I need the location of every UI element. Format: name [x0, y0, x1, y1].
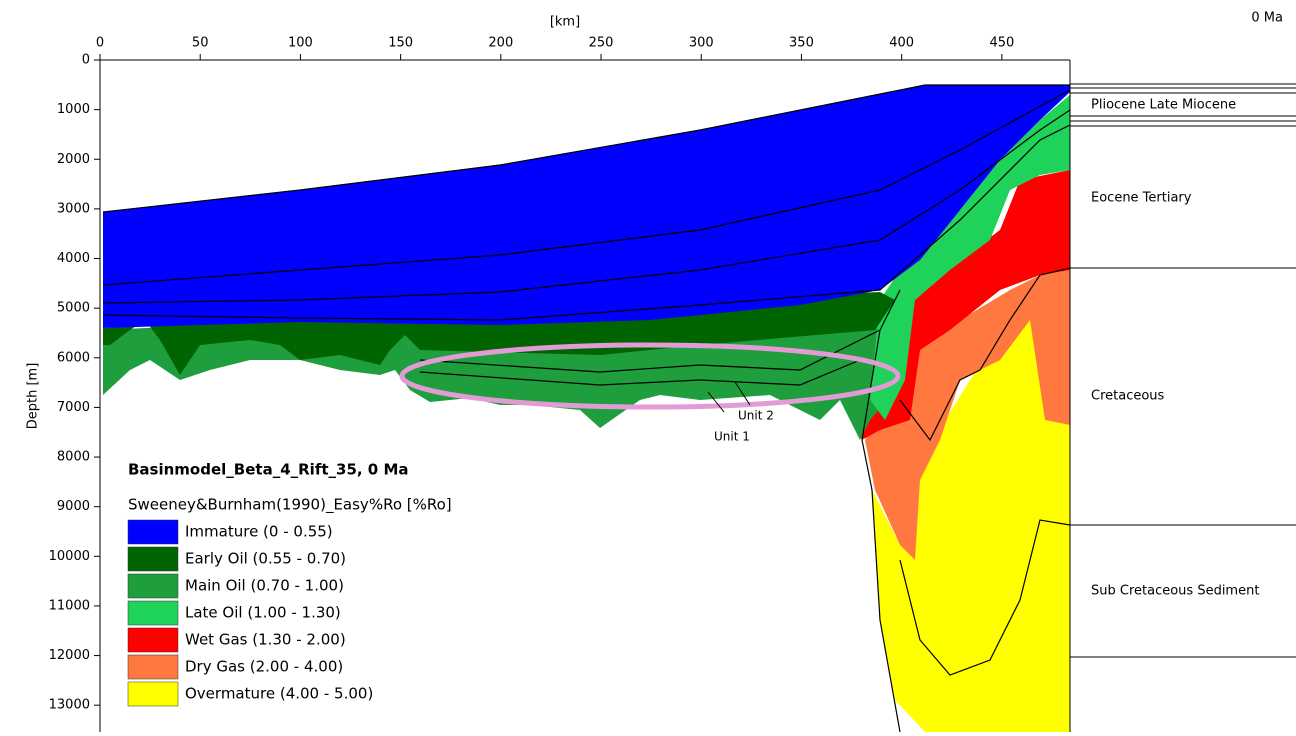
legend-swatch: [128, 628, 178, 652]
y-axis-label: Depth [m]: [26, 363, 41, 430]
layer-label: Cretaceous: [1091, 389, 1165, 404]
layer-panel: Pliocene Late Miocene Eocene Tertiary Cr…: [1070, 84, 1296, 657]
legend-label: Overmature (4.00 - 5.00): [185, 685, 373, 703]
y-tick-label: 9000: [57, 499, 90, 514]
legend-swatch: [128, 547, 178, 571]
y-tick-label: 13000: [49, 698, 90, 713]
x-tick-label: 350: [789, 36, 814, 51]
y-tick-label: 4000: [57, 251, 90, 266]
x-tick-label: 0: [96, 36, 104, 51]
legend-title: Basinmodel_Beta_4_Rift_35, 0 Ma: [128, 461, 409, 479]
x-axis-label: [km]: [550, 15, 580, 30]
legend-label: Dry Gas (2.00 - 4.00): [185, 658, 343, 676]
y-tick-label: 11000: [49, 598, 90, 613]
x-tick-label: 400: [889, 36, 914, 51]
legend-label: Late Oil (1.00 - 1.30): [185, 604, 341, 622]
y-tick-label: 12000: [49, 648, 90, 663]
y-tick-label: 0: [82, 53, 90, 68]
legend-label: Early Oil (0.55 - 0.70): [185, 550, 346, 568]
y-tick-label: 5000: [57, 301, 90, 316]
y-tick-label: 6000: [57, 350, 90, 365]
y-tick-label: 1000: [57, 102, 90, 117]
legend-swatch: [128, 682, 178, 706]
time-label: 0 Ma: [1251, 11, 1283, 26]
legend-swatch: [128, 520, 178, 544]
x-tick-label: 200: [488, 36, 513, 51]
x-tick-label: 450: [989, 36, 1014, 51]
x-tick-label: 250: [589, 36, 614, 51]
legend: Immature (0 - 0.55) Early Oil (0.55 - 0.7…: [128, 520, 373, 706]
annotation: Unit 1: [714, 430, 750, 444]
legend-swatch: [128, 574, 178, 598]
y-tick-label: 3000: [57, 201, 90, 216]
y-tick-label: 2000: [57, 152, 90, 167]
layer-label: Pliocene Late Miocene: [1091, 98, 1236, 113]
legend-swatch: [128, 655, 178, 679]
legend-subtitle: Sweeney&Burnham(1990)_Easy%Ro [%Ro]: [128, 496, 452, 515]
annotation: Unit 2: [738, 409, 774, 423]
x-tick-label: 300: [689, 36, 714, 51]
y-tick-label: 7000: [57, 400, 90, 415]
chart: Unit 2 Unit 1 [km] Depth [m] 0 Ma Plioce…: [0, 0, 1296, 732]
x-tick-label: 100: [288, 36, 313, 51]
legend-label: Main Oil (0.70 - 1.00): [185, 577, 344, 595]
layer-label: Eocene Tertiary: [1091, 191, 1192, 206]
y-tick-label: 8000: [57, 450, 90, 465]
y-tick-label: 10000: [49, 549, 90, 564]
layer-label: Sub Cretaceous Sediment: [1091, 584, 1259, 599]
legend-label: Wet Gas (1.30 - 2.00): [185, 631, 346, 649]
legend-swatch: [128, 601, 178, 625]
legend-label: Immature (0 - 0.55): [185, 523, 333, 541]
x-tick-label: 150: [388, 36, 413, 51]
x-tick-label: 50: [192, 36, 209, 51]
